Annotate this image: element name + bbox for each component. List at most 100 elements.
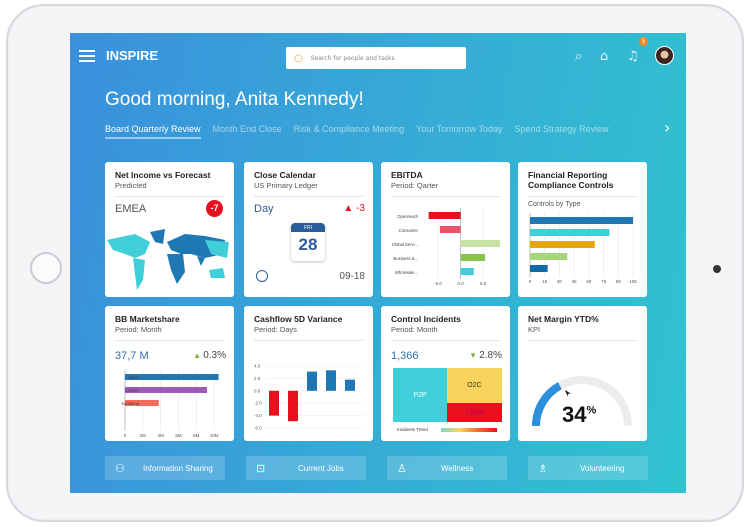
button-label: Wellness — [441, 463, 474, 473]
card-net-margin[interactable]: Net Margin YTD% KPI 34% — [518, 306, 647, 441]
tab-month-end-close[interactable]: Month End Close — [212, 124, 282, 134]
bar — [460, 240, 501, 247]
camera — [713, 265, 721, 273]
hamburger-menu-icon[interactable] — [79, 50, 95, 62]
home-button[interactable] — [30, 252, 62, 284]
bar — [269, 390, 279, 416]
controls-chart: 0 15 30 45 60 75 90 105 — [529, 213, 637, 284]
card-cashflow[interactable]: Cashflow 5D Variance Period: Days 4.0 2.0… — [244, 306, 373, 441]
category-label: Wholesale... — [395, 270, 418, 275]
top-bar: INSPIRE ○ Search for people and tasks ⌕ ⌂… — [70, 33, 686, 81]
marketshare-chart: 0 2M 4M 6M 8M 10M Apple Lenovo Samsung — [121, 370, 219, 438]
category-label: Business &... — [394, 256, 418, 261]
card-net-income[interactable]: Net Income vs Forecast Predicted EMEA -7 — [105, 162, 234, 297]
divider — [391, 196, 500, 197]
card-marketshare[interactable]: BB Marketshare Period: Month 37,7 M ▲ 0.… — [105, 306, 234, 441]
bell-icon[interactable]: ♫ — [627, 49, 639, 64]
card-title: Net Income vs Forecast — [115, 170, 211, 180]
net-margin-gauge — [532, 376, 632, 427]
bar — [288, 390, 298, 422]
category-label: Apple — [128, 375, 139, 380]
card-title: EBITDA — [391, 170, 423, 180]
bar — [125, 374, 219, 380]
tick-label: 15 — [542, 279, 548, 284]
search-icon[interactable]: ⌕ — [575, 49, 583, 64]
delta-value: 0.3% — [203, 350, 226, 361]
card-title: Financial Reporting Compliance Controls — [528, 170, 614, 190]
tick-label: 60 — [586, 279, 592, 284]
app-screen: INSPIRE ○ Search for people and tasks ⌕ ⌂… — [70, 33, 686, 493]
divider — [254, 340, 363, 341]
tick-label: 45 — [572, 279, 578, 284]
gauge-fill — [532, 382, 562, 427]
treemap-tile-p2p[interactable]: P2P — [393, 368, 447, 422]
divider — [528, 196, 637, 197]
wellness-button[interactable]: ♙ Wellness — [387, 456, 507, 480]
arrow-up-icon: ▲ — [193, 351, 204, 360]
button-label: Volunteering — [580, 463, 625, 473]
card-subtitle: KPI — [528, 325, 541, 334]
calendar-icon: FRI 28 — [291, 223, 325, 261]
alert-count: ▲ -3 — [343, 203, 365, 214]
incidents-value: 1,366 — [391, 350, 419, 362]
gauge-unit: % — [586, 404, 597, 417]
card-control-incidents[interactable]: Control Incidents Period: Month 1,366 ▼ … — [381, 306, 510, 441]
clock-icon — [256, 270, 268, 282]
avatar[interactable] — [655, 46, 674, 65]
tick-label: 90 — [616, 279, 622, 284]
category-label: Openreach — [397, 214, 418, 219]
tick-label: 30 — [557, 279, 563, 284]
tick-label: -6.0 — [254, 426, 262, 431]
card-subtitle: Predicted — [115, 181, 147, 190]
divider — [115, 196, 224, 197]
person-walking-icon: ♙ — [397, 462, 407, 475]
card-ebitda[interactable]: EBITDA Period: Qarter -6.0 0.0 6.0 Openreac… — [381, 162, 510, 297]
card-title: Net Margin YTD% — [528, 314, 599, 324]
gauge-number: 34 — [562, 402, 587, 427]
search-input[interactable]: ○ Search for people and tasks — [286, 47, 466, 69]
tab-risk-compliance[interactable]: Risk & Compliance Meeting — [293, 124, 405, 134]
tick-label: -4.0 — [254, 413, 262, 418]
network-icon: ⚇ — [115, 462, 125, 475]
tab-your-tomorrow-today[interactable]: Your Tomorrow Today — [416, 124, 503, 134]
bar — [530, 241, 595, 248]
legend-label: Incidents Trend — [397, 427, 428, 432]
current-jobs-button[interactable]: ⊡ Current Jobs — [246, 456, 366, 480]
ebitda-chart: -6.0 0.0 6.0 Openreach Consumer Global Servi.… — [392, 208, 501, 286]
bar — [460, 254, 486, 261]
tick-label: 0 — [529, 279, 532, 284]
volunteering-button[interactable]: ♗ Volunteering — [528, 456, 648, 480]
card-title: Close Calendar — [254, 170, 316, 180]
legend-gradient — [441, 428, 497, 432]
warning-icon: ▲ — [343, 203, 357, 214]
search-placeholder: Search for people and tasks — [310, 54, 395, 62]
card-title: BB Marketshare — [115, 314, 180, 324]
tick-label: 4M — [158, 433, 165, 438]
gauge-pointer-icon — [564, 389, 571, 397]
period-label: Day — [254, 203, 274, 215]
treemap-tile-close[interactable]: Close — [447, 403, 502, 422]
tab-spend-strategy-review[interactable]: Spend Strategy Review — [514, 124, 609, 134]
information-sharing-button[interactable]: ⚇ Information Sharing — [105, 456, 225, 480]
tick-label: 0 — [124, 433, 127, 438]
category-label: Global Servi... — [392, 242, 418, 247]
divider — [115, 340, 224, 341]
home-icon[interactable]: ⌂ — [600, 49, 609, 64]
button-label: Current Jobs — [298, 463, 344, 473]
tick-label: 6.0 — [480, 281, 487, 286]
arrow-down-icon: ▼ — [469, 351, 480, 360]
treemap-tile-o2c[interactable]: O2C — [447, 368, 502, 403]
chevron-right-icon[interactable]: › — [664, 118, 671, 137]
tab-board-quarterly-review[interactable]: Board Quarterly Review — [105, 124, 201, 139]
card-title: Cashflow 5D Variance — [254, 314, 343, 324]
bar — [530, 265, 548, 272]
bar — [439, 226, 461, 233]
card-close-calendar[interactable]: Close Calendar US Primary Ledger Day ▲ -… — [244, 162, 373, 297]
delta-value: 2.8% — [479, 350, 502, 361]
tab-bar: Board Quarterly Review Month End Close R… — [105, 124, 609, 139]
card-subtitle: Period: Month — [391, 325, 438, 334]
bar — [530, 217, 634, 224]
card-compliance-controls[interactable]: Financial Reporting Compliance Controls … — [518, 162, 647, 297]
button-label: Information Sharing — [143, 463, 213, 473]
app-title: INSPIRE — [106, 48, 159, 63]
